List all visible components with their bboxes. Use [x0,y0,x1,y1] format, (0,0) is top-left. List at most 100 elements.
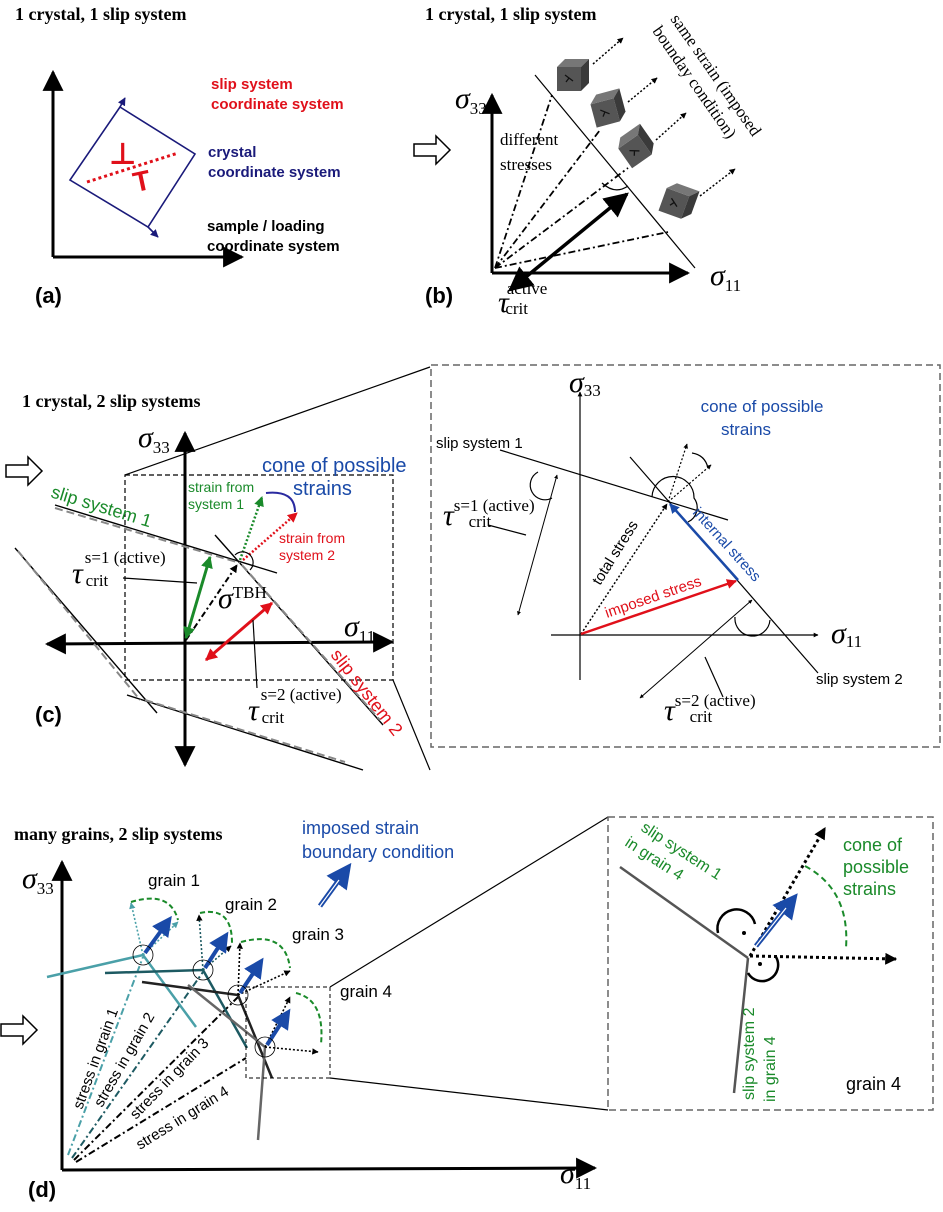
slip-plane-line [86,151,179,184]
sample-cs-label: coordinate system [207,238,340,255]
dz-cone-label: strains [843,879,896,899]
panel-a-title: 1 crystal, 1 slip system [15,4,186,24]
grain-4-label: grain 4 [340,982,392,1001]
panel-d: many grains, 2 slip systems σ33 σ11 impo… [0,816,609,1202]
leader-line [122,577,198,584]
d-grain-cones [129,897,323,1058]
crystal-axis-arrow [147,226,159,238]
d-zoom-box [607,816,934,1111]
cz-cone-label: cone of possible [701,397,824,416]
imposed-bc-label: imposed strain [302,818,419,838]
internal-stress-arrow [669,503,739,581]
right-angle-arc [734,616,771,637]
d-stress-lines [67,956,247,1163]
tau-crit-arrow [508,192,629,292]
b-sigma11-label: σ11 [710,259,741,295]
cz-cone-arc [691,452,709,469]
right-angle-arc [746,956,780,983]
c-sigma11-axis [44,631,395,655]
dz-slip-1-line [619,865,749,960]
leader-line [704,656,724,698]
hollow-arrow-icon [0,1015,38,1045]
tau-crit-active-label: τactive crit [498,279,547,319]
crystal-cs-label: coordinate system [208,164,341,181]
sample-cs-label: sample / loading [207,218,325,235]
dislocation-icon: ⊥ [109,138,136,171]
right-angle-dot [742,931,746,935]
cone-label: strains [293,478,352,500]
cube-icon [613,123,659,169]
right-angle-dot [758,962,762,966]
cz-tau2-label: τs=2 (active) crit [664,691,756,727]
leader-line [252,619,258,689]
tau2-arrow [205,601,273,662]
cone-label: cone of possible [262,455,407,477]
dz-cone-label: cone of [843,835,903,855]
right-angle-arc [234,551,254,571]
panel-a-label: (a) [35,283,62,308]
internal-stress-label: internal stress [689,504,764,585]
dz-slip-2-label: in grain 4 [762,1036,779,1102]
c-zoom-box [430,364,941,748]
different-stresses-label: different [500,130,558,149]
crystal-cs-label: crystal [208,144,256,161]
cz-tau1-label: τs=1 (active) crit [443,496,535,532]
cz-slip-system-1-label: slip system 1 [436,435,523,452]
cube-icon [657,179,701,223]
slip-system-1-label: slip system 1 [49,482,154,532]
d-sigma11-axis [61,1157,598,1179]
dz-cone-arc [804,865,848,949]
strain-sys2-label: strain from [279,530,345,546]
dz-grain-4-label: grain 4 [846,1074,901,1094]
tau1-label: τ s=1 (active) crit [72,548,166,590]
panel-c-title: 1 crystal, 2 slip systems [22,391,201,411]
strain-sys2-label: system 2 [279,547,335,563]
different-stresses-label: stresses [500,155,552,174]
slip-cs-label: coordinate system [211,96,344,113]
panel-d-zoom: slip system 1 in grain 4 slip system 2 i… [607,816,934,1111]
panel-d-label: (d) [28,1177,56,1202]
right-angle-arc [716,908,757,934]
dz-strain-arrow [749,952,898,965]
zoom-connector [329,1077,609,1111]
cz-sigma11-label: σ11 [831,617,862,651]
dz-slip-2-label: slip system 2 [741,1007,758,1100]
cube-icon [587,87,629,129]
cone-arc [265,491,296,513]
leader-line [487,524,527,536]
grain-2-label: grain 2 [225,895,277,914]
d-zoom-region [245,986,331,1079]
b-sigma33-label: σ33 [455,82,487,118]
d-sigma33-label: σ33 [22,862,54,898]
panel-b-label: (b) [425,283,453,308]
c-zoom-region [124,474,394,681]
cz-tau2-arrow [639,599,753,699]
dislocation-icon: T [130,164,153,198]
grain-1-label: grain 1 [148,871,200,890]
b-yield-line [534,74,696,269]
dz-imposed-strain-arrow [755,907,787,947]
panel-a: 1 crystal, 1 slip system ⊥ T slip system… [15,4,344,308]
dz-cone-label: possible [843,857,909,877]
zoom-connector [392,679,431,771]
right-angle-arc [601,182,629,191]
hollow-arrow-icon [413,135,451,165]
cz-strain-arrow [667,464,712,503]
panel-c: 1 crystal, 2 slip systems σ33 σ11 [5,366,431,771]
panel-b: 1 crystal, 1 slip system σ33 σ11 differe… [413,4,765,319]
strain-sys1-label: system 1 [188,496,244,512]
crystal-axis-arrow [118,97,126,108]
cz-cone-label: strains [721,420,771,439]
zoom-connector [329,816,609,988]
cz-tau1-arrow [517,474,558,616]
right-angle-arc [651,475,698,523]
b-stress-paths [494,94,669,269]
c-sigma33-label: σ33 [138,421,170,457]
c-sigma11-label: σ11 [344,610,375,646]
panel-c-zoom: σ33 σ11 slip system 1 slip system 2 tota… [430,364,941,748]
strain-sys1-arrow [238,496,264,561]
imposed-bc-label: boundary condition [302,842,454,862]
panel-b-title: 1 crystal, 1 slip system [425,4,596,24]
sigma-tbh-label: σTBH [218,582,267,615]
b-strain-arrows [592,37,736,197]
